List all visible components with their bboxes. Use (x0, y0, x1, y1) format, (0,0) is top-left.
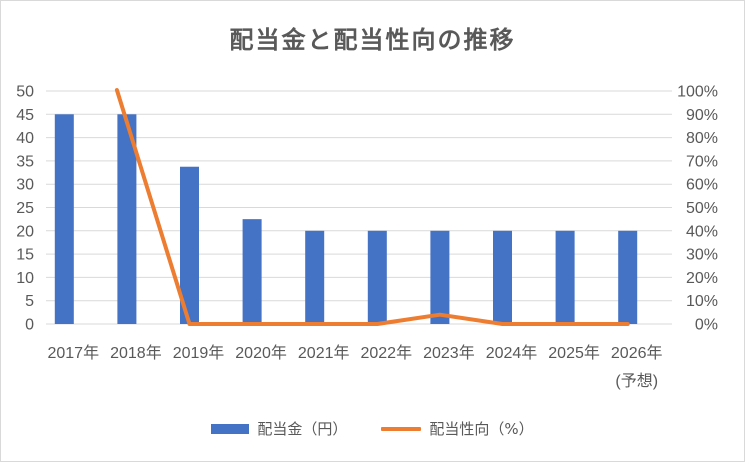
legend-label-payout: 配当性向（%） (429, 420, 534, 438)
y-right-tick-label: 100% (677, 84, 718, 101)
bar (493, 230, 512, 324)
x-tick-label: 2026年 (611, 344, 663, 362)
y-left-tick-label: 50 (16, 84, 34, 101)
y-left-tick-label: 30 (16, 177, 34, 194)
y-right-tick-label: 30% (686, 247, 718, 264)
bar (242, 219, 262, 324)
x-tick-label: 2025年 (548, 344, 600, 362)
legend-swatch-payout (381, 426, 422, 431)
legend-label-dividend: 配当金（円） (257, 420, 348, 438)
bar (305, 230, 325, 324)
legend-swatch-dividend (211, 423, 250, 434)
y-right-tick-label: 10% (686, 293, 718, 310)
legend-item-dividend: 配当金（円） (211, 418, 347, 439)
y-left-tick-label: 35 (16, 153, 34, 170)
x-tick-label: 2020年 (235, 344, 287, 362)
bar (367, 230, 387, 324)
bar (54, 114, 74, 324)
x-tick-label: 2017年 (47, 344, 99, 362)
x-tick-label: 2018年 (110, 344, 162, 362)
x-tick-label: 2022年 (360, 344, 412, 362)
bar (180, 166, 199, 324)
x-tick-label: 2024年 (486, 344, 538, 362)
y-right-tick-label: 0% (695, 317, 718, 334)
y-left-tick-label: 0 (25, 317, 34, 334)
legend: 配当金（円） 配当性向（%） (0, 418, 745, 439)
y-left-tick-label: 40 (16, 130, 34, 147)
legend-item-payout: 配当性向（%） (381, 418, 534, 439)
y-left-tick-label: 15 (16, 247, 34, 264)
bar (555, 230, 575, 324)
x-tick-sublabel: (予想) (615, 372, 658, 390)
bar (430, 230, 450, 324)
y-right-tick-label: 40% (686, 223, 718, 240)
y-right-tick-label: 70% (686, 153, 718, 170)
bar (117, 114, 137, 324)
y-right-tick-label: 80% (686, 130, 718, 147)
x-tick-label: 2023年 (423, 344, 475, 362)
payout-line (114, 88, 630, 326)
y-right-tick-label: 50% (686, 200, 718, 217)
y-left-tick-label: 25 (16, 200, 34, 217)
y-left-tick-label: 45 (16, 107, 34, 124)
y-left-tick-label: 5 (25, 293, 34, 310)
y-left-tick-label: 20 (16, 223, 34, 240)
y-right-tick-label: 90% (686, 107, 718, 124)
y-left-tick-label: 10 (16, 270, 34, 287)
bar (618, 230, 638, 324)
x-tick-label: 2021年 (298, 344, 350, 362)
y-right-tick-label: 60% (686, 177, 718, 194)
chart-title: 配当金と配当性向の推移 (229, 26, 516, 54)
x-tick-label: 2019年 (173, 344, 225, 362)
y-right-tick-label: 20% (686, 270, 718, 287)
